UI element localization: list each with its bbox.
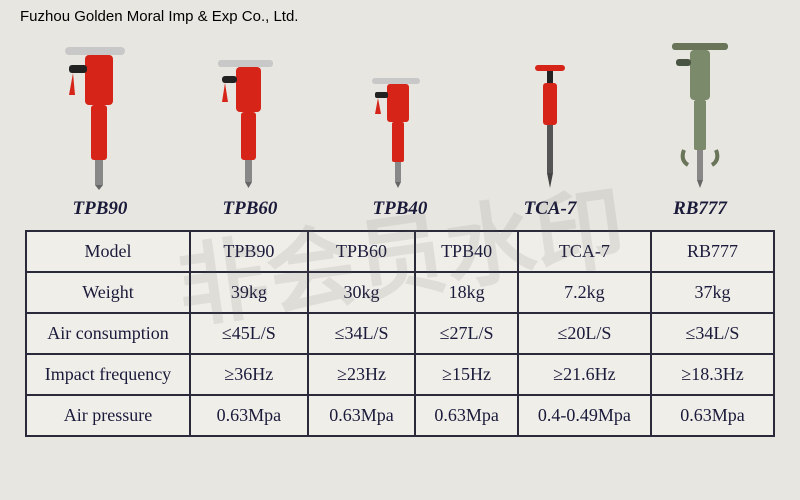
table-cell: ≥15Hz bbox=[415, 354, 517, 395]
product-tpb60: TPB60 bbox=[175, 30, 325, 220]
product-image-tpb40 bbox=[365, 30, 435, 190]
table-row: Weight 39kg 30kg 18kg 7.2kg 37kg bbox=[26, 272, 774, 313]
table-cell: 37kg bbox=[651, 272, 774, 313]
product-label: TPB60 bbox=[223, 198, 278, 220]
table-row: Air pressure 0.63Mpa 0.63Mpa 0.63Mpa 0.4… bbox=[26, 395, 774, 436]
table-row: Impact frequency ≥36Hz ≥23Hz ≥15Hz ≥21.6… bbox=[26, 354, 774, 395]
table-cell: ≥18.3Hz bbox=[651, 354, 774, 395]
table-cell: 18kg bbox=[415, 272, 517, 313]
table-cell: 7.2kg bbox=[518, 272, 651, 313]
table-cell: ≤34L/S bbox=[308, 313, 416, 354]
table-cell: 0.63Mpa bbox=[415, 395, 517, 436]
row-header: Air consumption bbox=[26, 313, 190, 354]
product-image-tca7 bbox=[525, 30, 575, 190]
row-header: Impact frequency bbox=[26, 354, 190, 395]
products-row: TPB90 TPB60 bbox=[0, 0, 800, 225]
table-cell: 0.4-0.49Mpa bbox=[518, 395, 651, 436]
table-cell: 0.63Mpa bbox=[308, 395, 416, 436]
table-cell: TPB40 bbox=[415, 231, 517, 272]
product-label: TPB90 bbox=[73, 198, 128, 220]
table-cell: TPB90 bbox=[190, 231, 308, 272]
table-cell: ≥23Hz bbox=[308, 354, 416, 395]
table-cell: ≤20L/S bbox=[518, 313, 651, 354]
table-cell: TPB60 bbox=[308, 231, 416, 272]
table-cell: RB777 bbox=[651, 231, 774, 272]
table-cell: ≥21.6Hz bbox=[518, 354, 651, 395]
table-cell: ≥36Hz bbox=[190, 354, 308, 395]
product-tca7: TCA-7 bbox=[475, 30, 625, 220]
product-label: RB777 bbox=[673, 198, 727, 220]
product-image-rb777 bbox=[660, 30, 740, 190]
product-image-tpb60 bbox=[210, 30, 290, 190]
table-cell: 39kg bbox=[190, 272, 308, 313]
product-rb777: RB777 bbox=[625, 30, 775, 220]
row-header: Model bbox=[26, 231, 190, 272]
product-image-tpb90 bbox=[55, 30, 145, 190]
product-tpb90: TPB90 bbox=[25, 30, 175, 220]
product-label: TCA-7 bbox=[524, 198, 577, 220]
table-cell: ≤34L/S bbox=[651, 313, 774, 354]
table-cell: TCA-7 bbox=[518, 231, 651, 272]
product-tpb40: TPB40 bbox=[325, 30, 475, 220]
spec-table: Model TPB90 TPB60 TPB40 TCA-7 RB777 Weig… bbox=[25, 230, 775, 437]
table-cell: 30kg bbox=[308, 272, 416, 313]
row-header: Weight bbox=[26, 272, 190, 313]
table-cell: ≤45L/S bbox=[190, 313, 308, 354]
table-cell: 0.63Mpa bbox=[190, 395, 308, 436]
table-cell: ≤27L/S bbox=[415, 313, 517, 354]
row-header: Air pressure bbox=[26, 395, 190, 436]
product-label: TPB40 bbox=[373, 198, 428, 220]
company-name: Fuzhou Golden Moral Imp & Exp Co., Ltd. bbox=[20, 8, 298, 25]
table-row: Model TPB90 TPB60 TPB40 TCA-7 RB777 bbox=[26, 231, 774, 272]
table-cell: 0.63Mpa bbox=[651, 395, 774, 436]
table-row: Air consumption ≤45L/S ≤34L/S ≤27L/S ≤20… bbox=[26, 313, 774, 354]
